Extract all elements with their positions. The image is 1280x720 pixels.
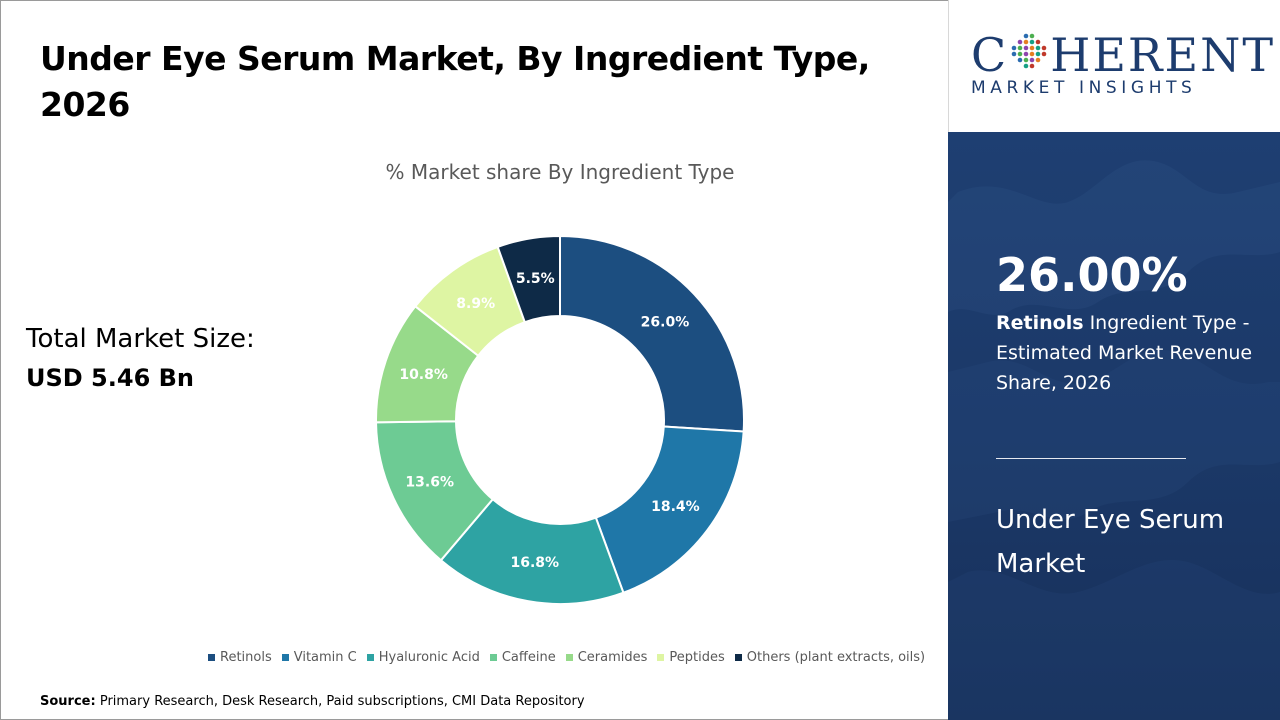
logo-dot	[1023, 51, 1029, 57]
data-label-others-plant-extracts-oils: 5.5%	[516, 271, 555, 287]
logo-dot	[1023, 33, 1029, 39]
legend-swatch	[565, 654, 573, 661]
logo-dot	[1041, 45, 1047, 51]
logo-dot	[1017, 39, 1023, 45]
donut-slice-retinols	[559, 234, 745, 433]
logo-dot	[1023, 63, 1029, 69]
logo-dot	[1017, 45, 1023, 51]
legend-label: Hyaluronic Acid	[378, 650, 480, 665]
donut-slice-hyaluronic-acid	[439, 497, 625, 605]
legend-swatch	[208, 654, 215, 661]
legend-swatch	[734, 654, 742, 661]
highlight-description: Retinols Ingredient Type - Estimated Mar…	[996, 308, 1266, 398]
legend-item: Ceramides	[565, 650, 648, 665]
logo-dot	[1035, 39, 1041, 45]
logo-subtitle: MARKET INSIGHTS	[971, 78, 1197, 98]
logo-dot	[1017, 57, 1023, 63]
legend-label: Caffeine	[501, 650, 556, 665]
logo-dot	[1023, 57, 1029, 63]
logo-dot	[1029, 45, 1035, 51]
logo-dot	[1035, 45, 1041, 51]
legend-item: Retinols	[208, 650, 272, 665]
highlight-value: 26.00%	[996, 248, 1188, 302]
data-label-caffeine: 13.6%	[405, 474, 454, 490]
logo-globe-icon	[1009, 28, 1049, 82]
logo-wordmark: C HERENT	[971, 28, 1275, 82]
logo-dot	[1041, 51, 1047, 57]
logo-dot	[1029, 57, 1035, 63]
legend-swatch	[281, 654, 289, 661]
chart-legend: Retinols Vitamin C Hyaluronic Acid Caffeine…	[208, 650, 928, 665]
legend-item: Caffeine	[489, 650, 556, 665]
source-note: Source: Primary Research, Desk Research,…	[40, 694, 585, 709]
market-name: Under Eye Serum Market	[996, 505, 1225, 579]
chart-title: % Market share By Ingredient Type	[385, 160, 735, 184]
logo-dot	[1023, 39, 1029, 45]
logo-dot	[1029, 33, 1035, 39]
logo-dot	[1029, 39, 1035, 45]
data-label-hyaluronic-acid: 16.8%	[511, 555, 560, 571]
logo-dot	[1011, 51, 1017, 57]
legend-swatch	[366, 654, 374, 661]
logo-dot	[1029, 63, 1035, 69]
legend-swatch	[657, 654, 665, 661]
legend-item: Others (plant extracts, oils)	[734, 650, 926, 665]
logo-dot	[1029, 51, 1035, 57]
donut-slice-others-plant-extracts-oils	[496, 234, 561, 324]
data-label-peptides: 8.9%	[456, 296, 495, 312]
total-market-label: Total Market Size:	[26, 324, 255, 354]
logo-dot	[1035, 57, 1041, 63]
logo-dot	[1011, 45, 1017, 51]
logo-word-left: C	[971, 28, 1009, 82]
source-label: Source:	[40, 694, 96, 709]
data-label-vitamin-c: 18.4%	[651, 499, 700, 515]
donut-chart: 26.0% 18.4% 16.8% 13.6% 10.8% 8.9% 5.5%	[375, 234, 745, 605]
legend-label: Vitamin C	[293, 650, 357, 665]
panel-divider	[996, 458, 1186, 459]
legend-label: Ceramides	[577, 650, 648, 665]
legend-label: Others (plant extracts, oils)	[746, 650, 926, 665]
legend-label: Retinols	[220, 650, 272, 665]
legend-item: Peptides	[657, 650, 725, 665]
logo-dot	[1035, 51, 1041, 57]
source-text: Primary Research, Desk Research, Paid su…	[99, 694, 585, 709]
total-market-value: USD 5.46 Bn	[26, 364, 194, 392]
legend-swatch	[489, 654, 497, 661]
highlight-panel: 26.00% Retinols Ingredient Type - Estima…	[948, 132, 1280, 720]
legend-label: Peptides	[669, 650, 725, 665]
logo-dot	[1017, 51, 1023, 57]
company-logo: C HERENT MARKET INSIGHTS	[948, 0, 1280, 132]
page-title: Under Eye Serum Market, By Ingredient Ty…	[40, 39, 870, 124]
highlight-segment: Retinols	[996, 312, 1084, 334]
legend-item: Vitamin C	[281, 650, 357, 665]
world-map-background	[948, 160, 1280, 720]
right-panel: C HERENT MARKET INSIGHTS 26.00% Retinols…	[948, 0, 1280, 720]
data-label-ceramides: 10.8%	[399, 367, 448, 383]
legend-item: Hyaluronic Acid	[366, 650, 480, 665]
logo-dot	[1023, 45, 1029, 51]
highlight-description-text: Ingredient Type - Estimated Market Reven…	[996, 312, 1253, 394]
data-label-retinols: 26.0%	[641, 314, 690, 330]
logo-word-right: HERENT	[1050, 28, 1276, 82]
